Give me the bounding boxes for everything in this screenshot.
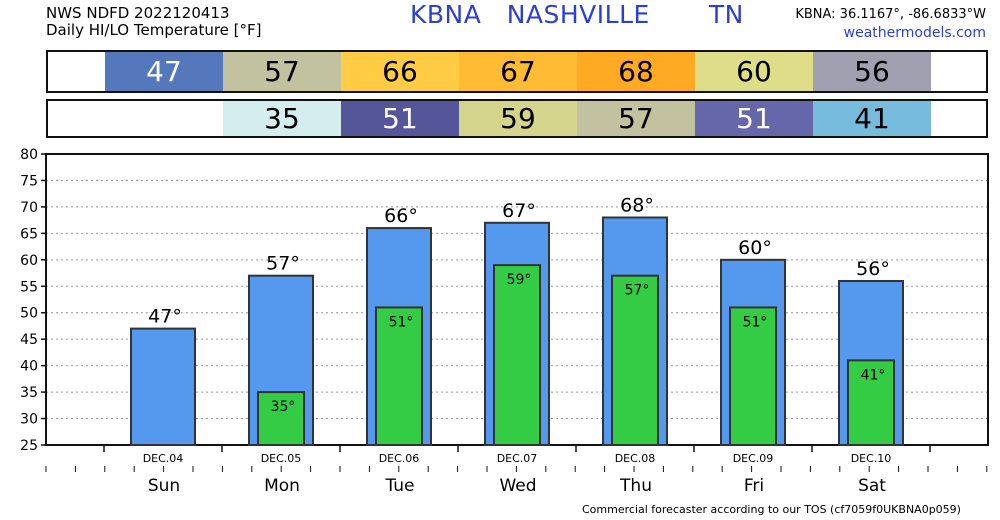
high-temp-label: 67° [502,200,536,222]
low-temp-label: 41° [861,367,886,383]
date-label: DEC.09 [733,452,774,465]
day-label: Tue [384,476,414,496]
day-label: Thu [619,476,652,496]
high-temp-bar [130,327,196,447]
chart-title: Daily HI/LO Temperature [°F] [46,21,262,39]
low-temp-cell: 59 [459,101,577,136]
high-temp-cell: 56 [813,52,931,91]
low-temp-bar [257,391,305,447]
low-temp-cell: 51 [695,101,813,136]
y-tick-label: 60 [20,253,38,269]
low-temp-cell: 51 [341,101,459,136]
y-tick-label: 35 [20,385,38,401]
y-tick-label: 75 [20,173,38,189]
low-temp-strip: 35 51 59 57 51 41 [46,99,988,138]
low-temp-bar [375,306,423,446]
date-label: DEC.10 [851,452,892,465]
low-temp-label: 59° [507,272,532,288]
low-temp-label: 51° [743,314,768,330]
model-run-label: NWS NDFD 2022120413 [46,4,230,22]
site-link[interactable]: weathermodels.com [843,25,986,41]
day-label: Sun [148,476,180,496]
low-temp-cell: 57 [577,101,695,136]
high-temp-label: 60° [738,237,772,259]
coordinates-label: KBNA: 36.1167°, -86.6833°W [795,7,986,22]
footer-note: Commercial forecaster according to our T… [582,503,961,516]
chart-header-right: KBNA: 36.1167°, -86.6833°W weathermodels… [795,5,986,43]
high-temp-cell: 68 [577,52,695,91]
y-tick-label: 70 [20,200,38,216]
high-temp-label: 56° [856,258,890,280]
y-tick-label: 25 [20,438,38,454]
high-temp-label: 66° [384,205,418,227]
date-label: DEC.07 [497,452,538,465]
low-temp-bar [729,306,777,446]
date-label: DEC.06 [379,452,420,465]
low-temp-label: 35° [271,399,296,415]
high-temp-cell: 67 [459,52,577,91]
y-tick-label: 50 [20,306,38,322]
y-tick-label: 65 [20,226,38,242]
low-temp-label: 51° [389,314,414,330]
day-label: Fri [744,476,764,496]
y-tick-label: 45 [20,332,38,348]
high-temp-label: 68° [620,194,654,216]
high-temp-cell: 57 [223,52,341,91]
high-temp-cell: 66 [341,52,459,91]
day-label: Sat [858,476,886,496]
y-tick-label: 80 [20,147,38,163]
y-tick-label: 30 [20,412,38,428]
low-temp-bar [847,359,895,447]
high-temp-label: 57° [266,253,300,275]
high-temp-label: 47° [148,306,182,328]
date-label: DEC.05 [261,452,302,465]
low-temp-cell: 35 [223,101,341,136]
y-tick-label: 55 [20,279,38,295]
day-label: Mon [264,476,300,496]
low-temp-label: 57° [625,283,650,299]
low-temp-bar [611,274,659,447]
day-label: Wed [499,476,536,496]
date-label: DEC.04 [143,452,184,465]
high-temp-cell: 60 [695,52,813,91]
low-temp-bar [493,264,541,447]
date-label: DEC.08 [615,452,656,465]
station-title: KBNA NASHVILLE TN [410,0,744,29]
high-temp-cell: 47 [105,52,223,91]
y-tick-label: 40 [20,359,38,375]
high-temp-strip: 47 57 66 67 68 60 56 [46,50,988,93]
low-temp-cell: 41 [813,101,931,136]
chart-header-left: NWS NDFD 2022120413 Daily HI/LO Temperat… [46,5,262,39]
